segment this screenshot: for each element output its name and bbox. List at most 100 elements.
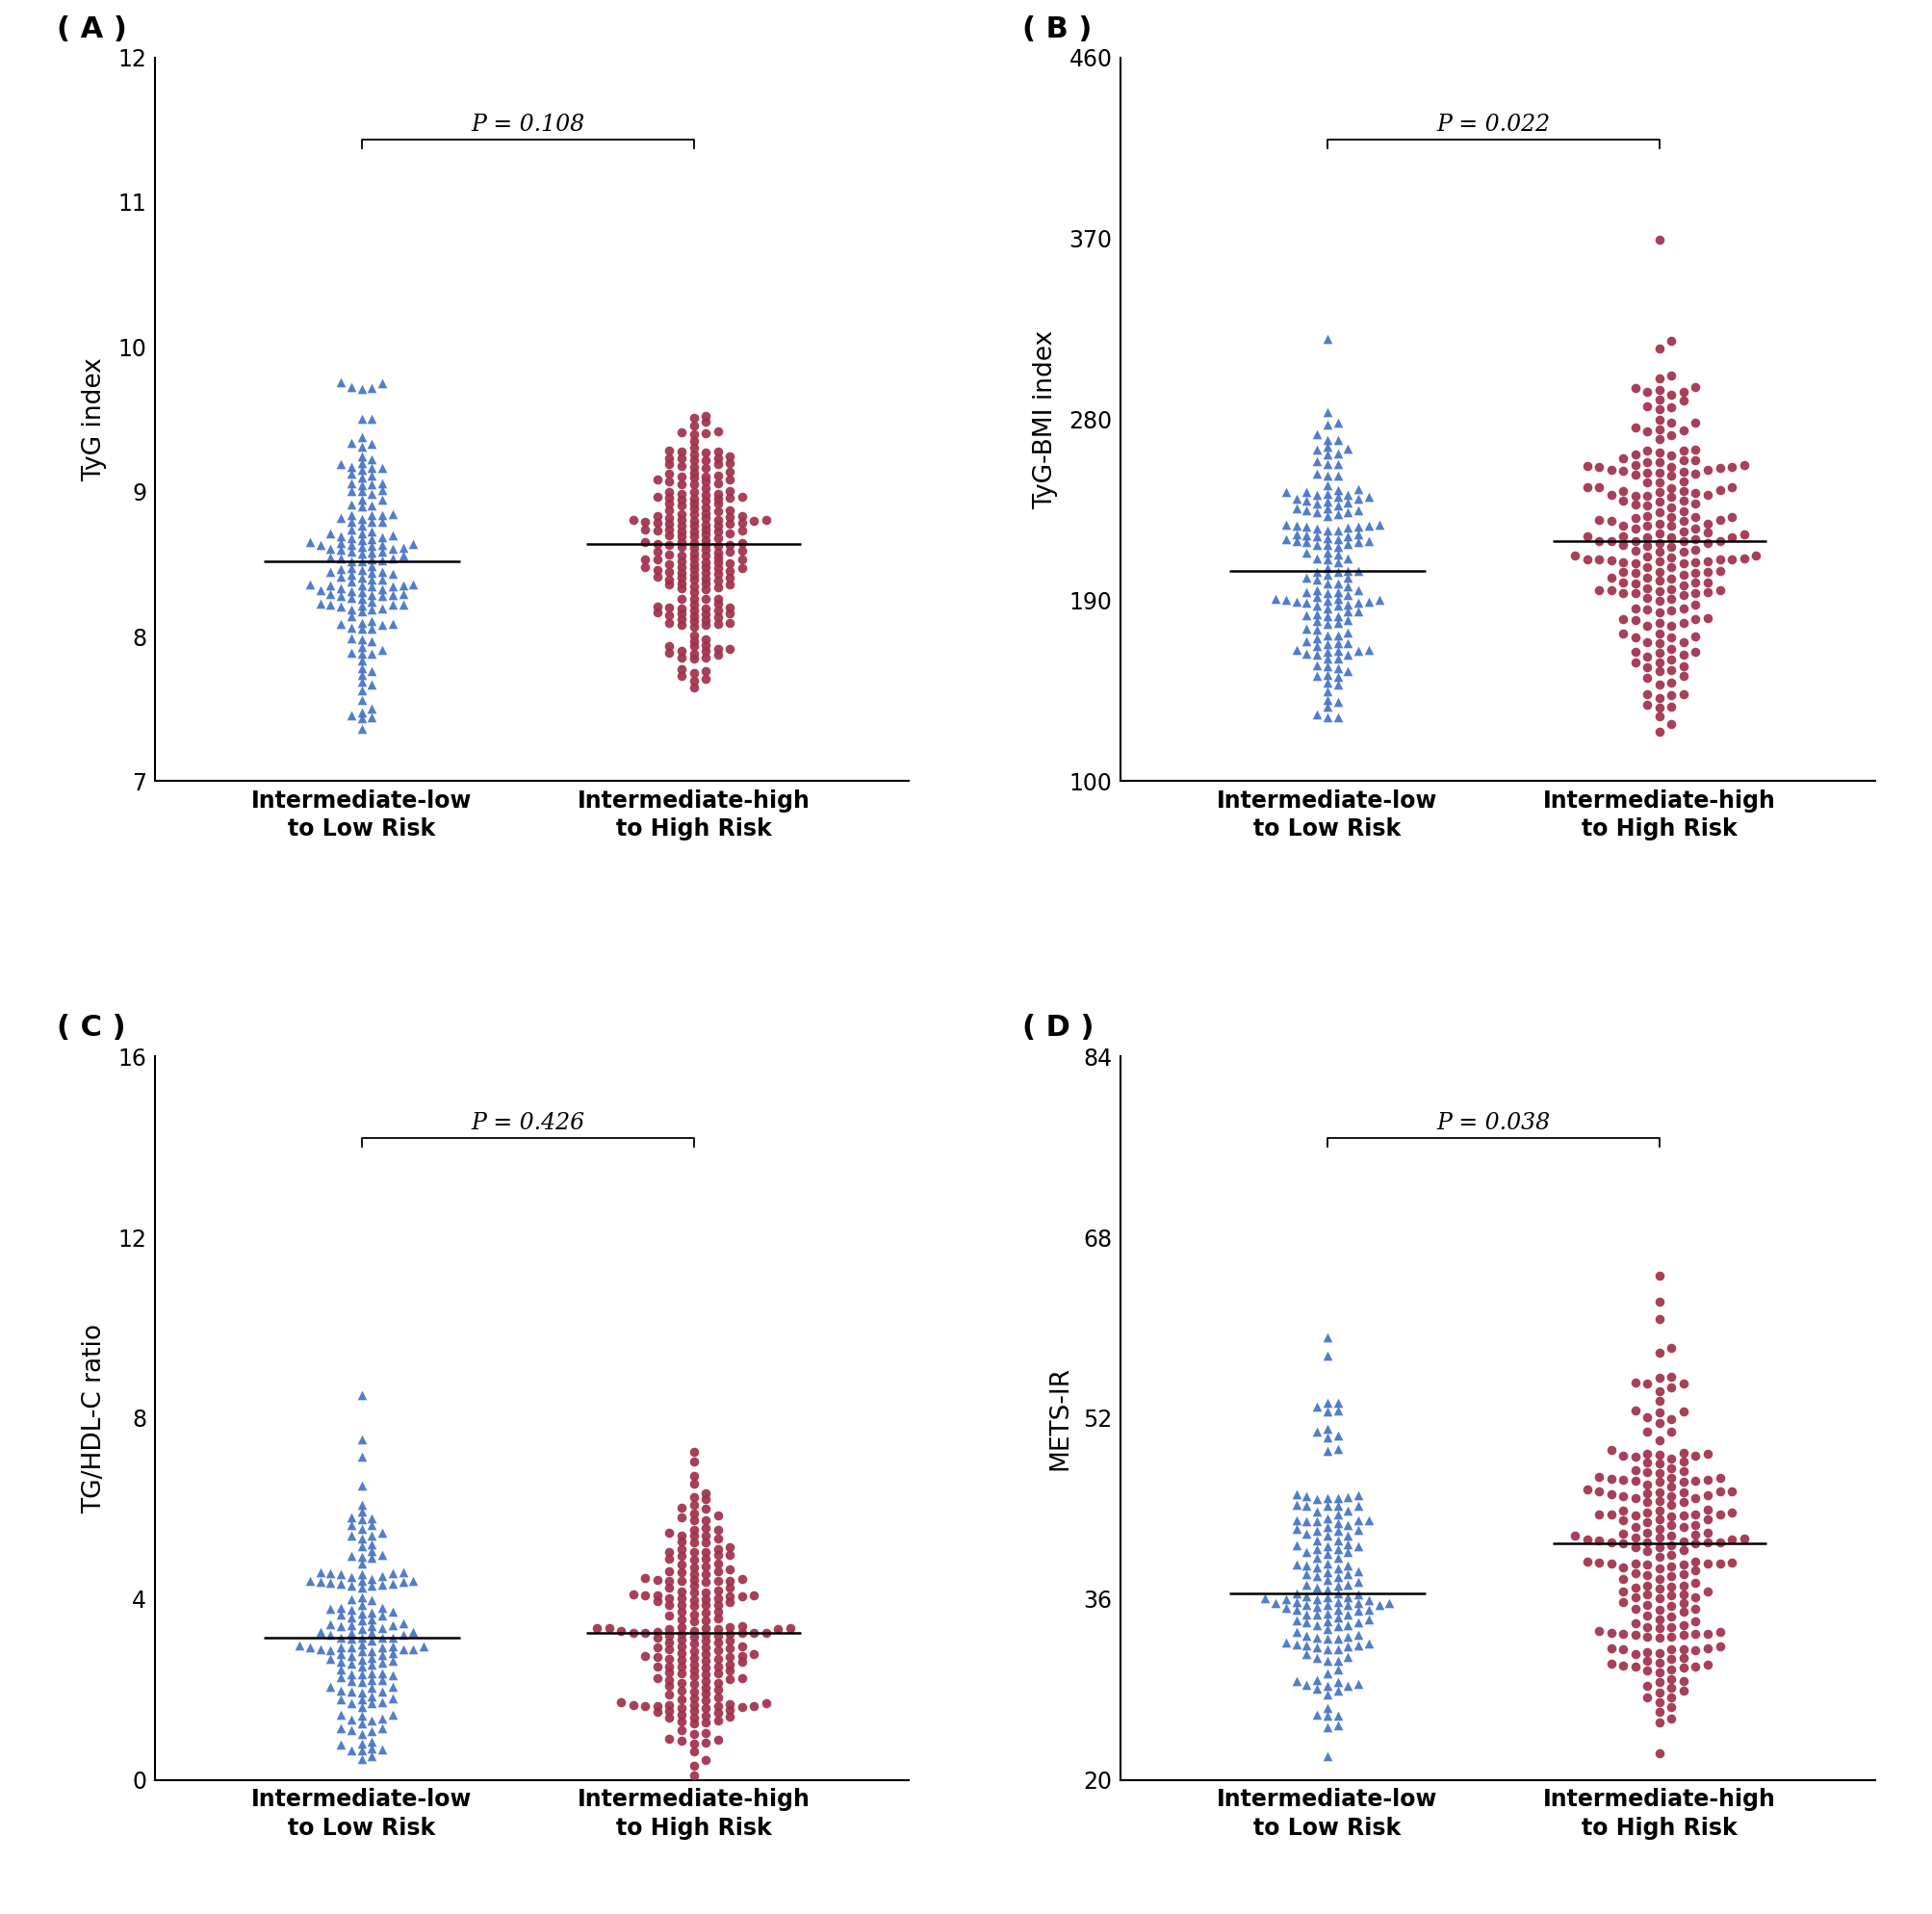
Point [1631, 490, 1662, 521]
Point [690, 534, 721, 565]
Point [1281, 1504, 1312, 1535]
Point [336, 530, 367, 561]
Point [1667, 1548, 1698, 1579]
Point [690, 1684, 721, 1715]
Point [690, 473, 721, 503]
Point [1667, 626, 1698, 657]
Point [1667, 1487, 1698, 1518]
Point [1656, 1644, 1687, 1675]
Point [715, 457, 746, 488]
Point [690, 568, 721, 599]
Point [1667, 415, 1698, 446]
Point [678, 1591, 709, 1621]
Point [1312, 1711, 1343, 1742]
Point [1312, 609, 1343, 639]
Point [678, 1481, 709, 1512]
Point [667, 1705, 697, 1736]
Point [1690, 576, 1721, 607]
Point [678, 488, 709, 519]
Point [678, 1489, 709, 1520]
Point [1619, 1501, 1650, 1531]
Point [355, 595, 386, 626]
Point [1312, 1531, 1343, 1562]
Point [1704, 1548, 1735, 1579]
Point [653, 1679, 684, 1709]
Point [1312, 486, 1343, 517]
Point [1631, 551, 1662, 582]
Point [1656, 1416, 1687, 1447]
Point [1704, 505, 1735, 536]
Point [750, 505, 781, 536]
Point [1631, 1416, 1662, 1447]
Point [1291, 1669, 1321, 1700]
Point [315, 557, 346, 588]
Point [1656, 1654, 1687, 1684]
Point [1343, 588, 1374, 618]
Point [630, 551, 661, 582]
Point [726, 1640, 757, 1671]
Point [1631, 1437, 1662, 1468]
Point [1343, 1579, 1374, 1610]
Point [667, 1658, 697, 1688]
Point [1312, 586, 1343, 616]
Point [678, 1650, 709, 1680]
Point [346, 1424, 377, 1455]
Point [1312, 323, 1343, 354]
Point [1631, 1656, 1662, 1686]
Point [325, 1700, 355, 1730]
Point [701, 478, 732, 509]
Point [336, 622, 367, 653]
Point [377, 1596, 408, 1627]
Point [398, 568, 429, 599]
Point [641, 1566, 672, 1596]
Point [1656, 668, 1687, 699]
Point [701, 459, 732, 490]
Point [1321, 1667, 1352, 1698]
Point [1300, 446, 1331, 477]
Point [1619, 568, 1650, 599]
Point [1679, 371, 1710, 402]
Point [1642, 1573, 1673, 1604]
Point [653, 1665, 684, 1696]
Point [701, 639, 732, 670]
Point [336, 523, 367, 553]
Point [690, 515, 721, 545]
Point [336, 1640, 367, 1671]
Point [398, 1635, 429, 1665]
Point [667, 1493, 697, 1524]
Point [678, 404, 709, 434]
Point [1642, 519, 1673, 549]
Point [1312, 459, 1343, 490]
Point [678, 555, 709, 586]
Point [315, 1610, 346, 1640]
Point [1631, 1646, 1662, 1677]
Point [667, 1612, 697, 1642]
Point [1642, 1648, 1673, 1679]
Point [653, 1589, 684, 1619]
Point [701, 1675, 732, 1705]
Point [653, 1583, 684, 1614]
Point [1343, 1619, 1374, 1650]
Point [1331, 572, 1362, 603]
Point [1642, 557, 1673, 588]
Point [346, 373, 377, 404]
Point [1594, 1617, 1625, 1648]
Point [1667, 1535, 1698, 1566]
Point [325, 521, 355, 551]
Point [701, 1705, 732, 1736]
Point [1331, 1671, 1362, 1702]
Point [593, 1614, 624, 1644]
Point [667, 478, 697, 509]
Point [678, 498, 709, 528]
Point [690, 465, 721, 496]
Point [1631, 1457, 1662, 1487]
Point [1631, 1487, 1662, 1518]
Point [1352, 586, 1383, 616]
Point [336, 553, 367, 584]
Point [1291, 1550, 1321, 1581]
Point [1656, 1682, 1687, 1713]
Point [355, 1625, 386, 1656]
Point [1642, 565, 1673, 595]
Point [1619, 1395, 1650, 1426]
Point [346, 676, 377, 706]
